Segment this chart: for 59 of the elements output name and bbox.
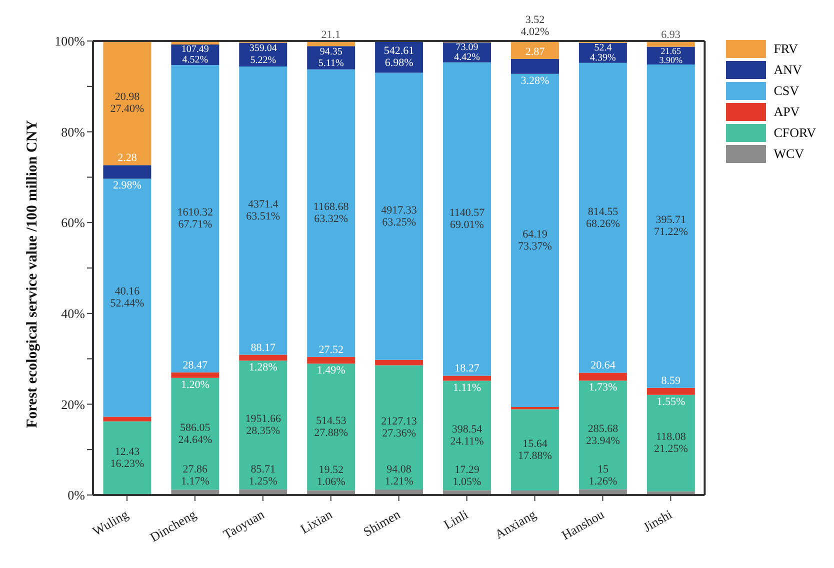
x-tick-label: Lixian: [298, 506, 336, 536]
y-tick-label: 80%: [61, 124, 86, 140]
data-label: 28.47 1.20%: [180, 359, 210, 391]
text: 2.87 3.28%: [520, 46, 550, 87]
data-label: 2127.13 27.36%: [381, 415, 418, 440]
data-label: 107.49 4.52%: [181, 44, 209, 66]
data-label: 21.65 3.90%: [659, 46, 684, 66]
text: 2.28 2.98%: [112, 152, 142, 192]
data-label: 15.64 17.88%: [518, 438, 552, 462]
x-tick-label: Jinshi: [640, 506, 675, 535]
data-label: 94.08 1.21%: [384, 464, 414, 488]
data-label: 52.4 4.39%: [590, 42, 616, 64]
data-label: 19.52 1.06%: [316, 464, 346, 488]
data-label: 88.17 1.28%: [248, 342, 278, 374]
y-tick-label: 100%: [54, 34, 86, 49]
data-label: 20.64 1.73%: [588, 360, 618, 394]
legend-label: APV: [774, 104, 800, 120]
data-label: 18.27 1.11%: [453, 362, 482, 394]
data-label: 3.52 4.02%: [520, 14, 550, 38]
y-tick-label: 20%: [61, 396, 86, 412]
legend-label: FRV: [774, 41, 798, 57]
annotation: 21.1: [321, 29, 341, 41]
data-label: 8.59 1.55%: [656, 374, 686, 408]
data-label: 27.86 1.17%: [180, 464, 210, 488]
data-label: 1610.32 67.71%: [177, 206, 214, 231]
data-label: 4371.4 63.51%: [246, 198, 280, 223]
data-label: 586.05 24.64%: [178, 422, 212, 446]
data-label: 17.29 1.05%: [452, 464, 482, 488]
data-label: 4917.33 63.25%: [381, 204, 418, 228]
data-label: 94.35 5.11%: [318, 46, 344, 70]
data-label: 1168.68 63.32%: [313, 201, 350, 226]
data-label: 814.55 68.26%: [586, 206, 620, 230]
y-tick-label: 40%: [61, 306, 86, 322]
data-label: 15 1.26%: [588, 463, 618, 488]
legend-label: CFORV: [774, 125, 816, 141]
data-label: 514.53 27.88%: [314, 414, 348, 439]
y-axis-title: Forest ecological service value /100 million CNY: [24, 120, 40, 428]
data-label: 1951.66 28.35%: [245, 412, 282, 437]
data-label: 20.98 27.40%: [110, 91, 144, 116]
data-label: 85.71 1.25%: [248, 463, 278, 488]
data-label: 64.19 73.37%: [518, 228, 552, 252]
data-label: 73.09 4.42%: [454, 42, 480, 63]
legend-label: WCV: [774, 146, 804, 162]
data-label: 395.71 71.22%: [654, 214, 688, 238]
data-label: 359.04 5.22%: [249, 43, 277, 66]
legend-label: ANV: [774, 62, 802, 78]
data-label: 40.16 52.44%: [110, 286, 144, 310]
legend-label: CSV: [774, 83, 799, 99]
data-label: 12.43 16.23%: [110, 446, 144, 470]
y-tick-label: 0%: [68, 488, 86, 503]
annotation: 6.93: [661, 29, 681, 41]
data-label: 1140.57 69.01%: [449, 207, 486, 232]
data-label: 542.61 6.98%: [384, 44, 414, 69]
data-label: 285.68 23.94%: [586, 422, 620, 447]
y-tick-label: 60%: [61, 215, 86, 230]
data-label: 118.08 21.25%: [654, 431, 688, 456]
x-tick-label: Linli: [441, 506, 471, 532]
data-label: 398.54 24.11%: [450, 424, 484, 448]
data-label: 27.52 1.49%: [316, 344, 346, 377]
